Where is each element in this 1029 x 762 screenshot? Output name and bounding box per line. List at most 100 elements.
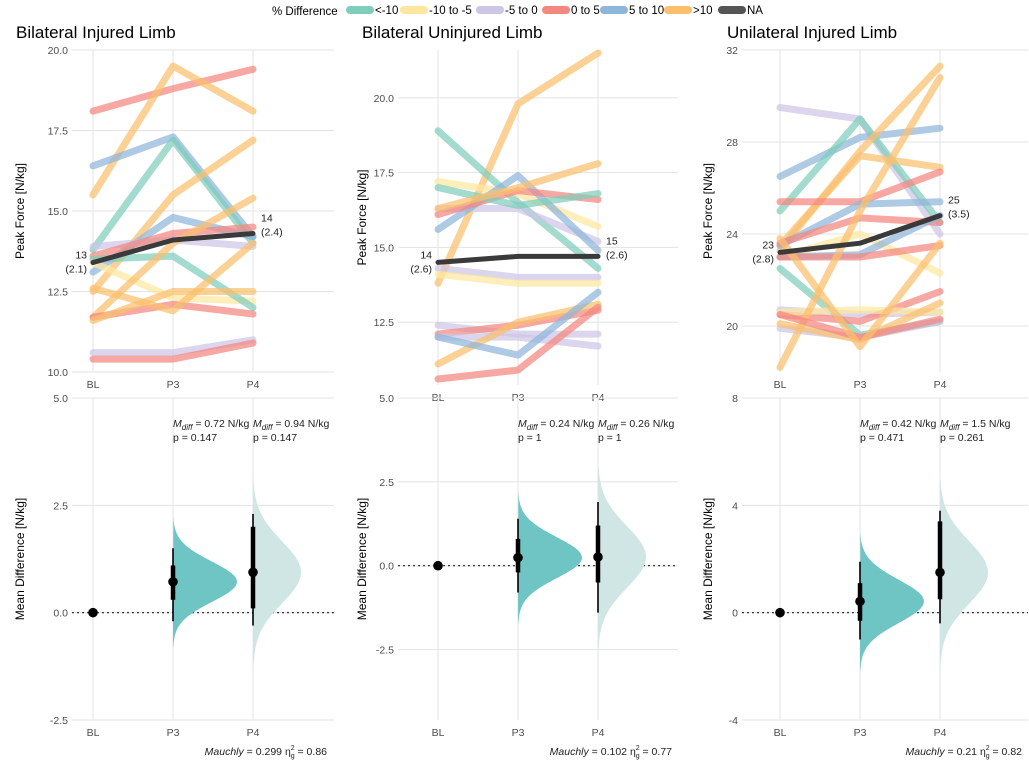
participant-series-line [434, 264, 602, 281]
legend-item: >10 [664, 5, 713, 17]
mean-difference-point [855, 596, 865, 607]
mdiff-subscript: diff [607, 423, 618, 432]
legend-title: % Difference [272, 6, 338, 18]
participant-series-line [776, 242, 944, 261]
sd-label: (3.5) [948, 209, 970, 221]
y-tick-label: -2.5 [50, 715, 68, 727]
mean-series-line [777, 213, 943, 255]
bootstrap-distribution [598, 458, 646, 656]
mauchly-footer: Mauchly = 0.299 η2 g = 0.86 [205, 745, 328, 760]
legend-item: -10 to -5 [400, 5, 472, 17]
p-value: p = 0.261 [940, 432, 984, 444]
participant-series-line [89, 336, 257, 357]
participant-series-line [434, 270, 602, 287]
mean-difference-point [775, 607, 785, 618]
mean-label: 14 [261, 213, 273, 225]
mean-series-line [90, 231, 256, 266]
mean-difference-plot: -4 0 4 8 BL P3 P4 Mean Difference [N/kg] Mdiff =… [701, 393, 1028, 760]
mean-difference-point [513, 552, 523, 563]
legend-label: -10 to -5 [429, 5, 472, 17]
eta-value: = 0.82 [990, 746, 1023, 758]
p-value: p = 1 [518, 432, 542, 444]
p-value: p = 0.471 [860, 432, 904, 444]
mauchly-label: Mauchly [906, 746, 946, 758]
legend-label: 5 to 10 [629, 5, 664, 17]
mean-difference-point [935, 567, 945, 578]
mauchly-label: Mauchly [205, 746, 245, 758]
participant-series-line [89, 239, 257, 315]
mean-difference-point [168, 576, 178, 587]
bootstrap-distribution [860, 532, 924, 671]
peak-force-plot: 10.0 12.5 15.0 17.5 20.0 BL P3 P4 Peak Force [N/… [13, 45, 334, 391]
participant-series-line [89, 259, 257, 305]
mean-label: 25 [948, 195, 960, 207]
y-tick-label: 2.5 [53, 500, 68, 512]
mdiff-annotation: Mdiff = 0.94 N/kg [253, 418, 329, 432]
mean-label: 14 [420, 249, 432, 261]
participant-series-line [89, 339, 257, 363]
mean-difference-point [593, 552, 603, 562]
eta-superscript: 2 [291, 745, 295, 752]
y-tick-label: 2.5 [379, 477, 394, 489]
legend-label: -5 to 0 [505, 5, 538, 17]
bootstrap-distribution [253, 473, 301, 672]
y-tick-label: 20.0 [374, 93, 395, 105]
panel: Bilateral Uninjured Limb12.515.017.520.0… [355, 23, 678, 760]
participant-series-line [776, 311, 944, 341]
mdiff-subscript: diff [262, 423, 273, 432]
mdiff-annotation: Mdiff = 1.5 N/kg [940, 418, 1011, 432]
x-tick-label: P4 [934, 727, 947, 739]
legend-label: >10 [693, 5, 713, 17]
participant-series-line [434, 160, 602, 213]
sd-label: (2.6) [410, 263, 432, 275]
y-axis-label: Mean Difference [N/kg] [701, 498, 715, 621]
panel-title: Unilateral Injured Limb [727, 23, 897, 42]
mdiff-annotation: Mdiff = 0.72 N/kg [173, 418, 249, 432]
x-tick-label: BL [774, 379, 787, 391]
bootstrap-distribution [940, 472, 988, 673]
x-tick-label: BL [87, 379, 100, 391]
eta-subscript: g [636, 753, 640, 760]
mean-label: 13 [75, 250, 87, 262]
eta-subscript: g [986, 753, 990, 760]
legend-item: 0 to 5 [542, 5, 600, 17]
panel: Bilateral Injured Limb10.012.515.017.520… [13, 23, 334, 760]
legend-item: NA [718, 5, 763, 17]
y-tick-label: 17.5 [374, 168, 395, 180]
x-tick-label: P3 [854, 727, 867, 739]
y-tick-label: 5.0 [379, 393, 394, 405]
mean-series-line [435, 253, 601, 265]
participant-series-line [434, 288, 602, 359]
eta-symbol: η [980, 746, 986, 758]
mauchly-value: = 0.21 [945, 746, 980, 758]
eta-symbol: η [285, 746, 291, 758]
legend-label: NA [747, 5, 763, 17]
legend-item: <-10 [346, 5, 398, 17]
mdiff-symbol: M [253, 418, 262, 430]
mean-label: 15 [606, 235, 618, 247]
y-tick-label: 0.0 [379, 561, 394, 573]
y-tick-label: 12.5 [48, 287, 69, 299]
p-value: p = 1 [598, 432, 622, 444]
y-tick-label: 24 [726, 229, 738, 241]
y-tick-label: 20.0 [48, 45, 69, 57]
participant-series-line [434, 303, 602, 383]
participant-series-line [89, 288, 257, 324]
y-axis-label: Peak Force [N/kg] [13, 163, 27, 259]
x-tick-label: P3 [167, 727, 180, 739]
p-value: p = 0.147 [173, 432, 217, 444]
y-tick-label: 5.0 [53, 393, 68, 405]
mdiff-symbol: M [860, 418, 869, 430]
eta-value: = 0.77 [640, 746, 673, 758]
x-tick-label: P3 [167, 379, 180, 391]
y-tick-label: 17.5 [48, 126, 69, 138]
y-tick-label: 4 [732, 500, 738, 512]
panel-title: Bilateral Uninjured Limb [362, 23, 542, 42]
participant-series-line [89, 65, 257, 115]
mauchly-label: Mauchly [550, 746, 590, 758]
mdiff-value: = 1.5 N/kg [959, 418, 1010, 430]
bootstrap-distribution [518, 492, 582, 624]
eta-superscript: 2 [636, 745, 640, 752]
x-tick-label: P4 [592, 727, 605, 739]
